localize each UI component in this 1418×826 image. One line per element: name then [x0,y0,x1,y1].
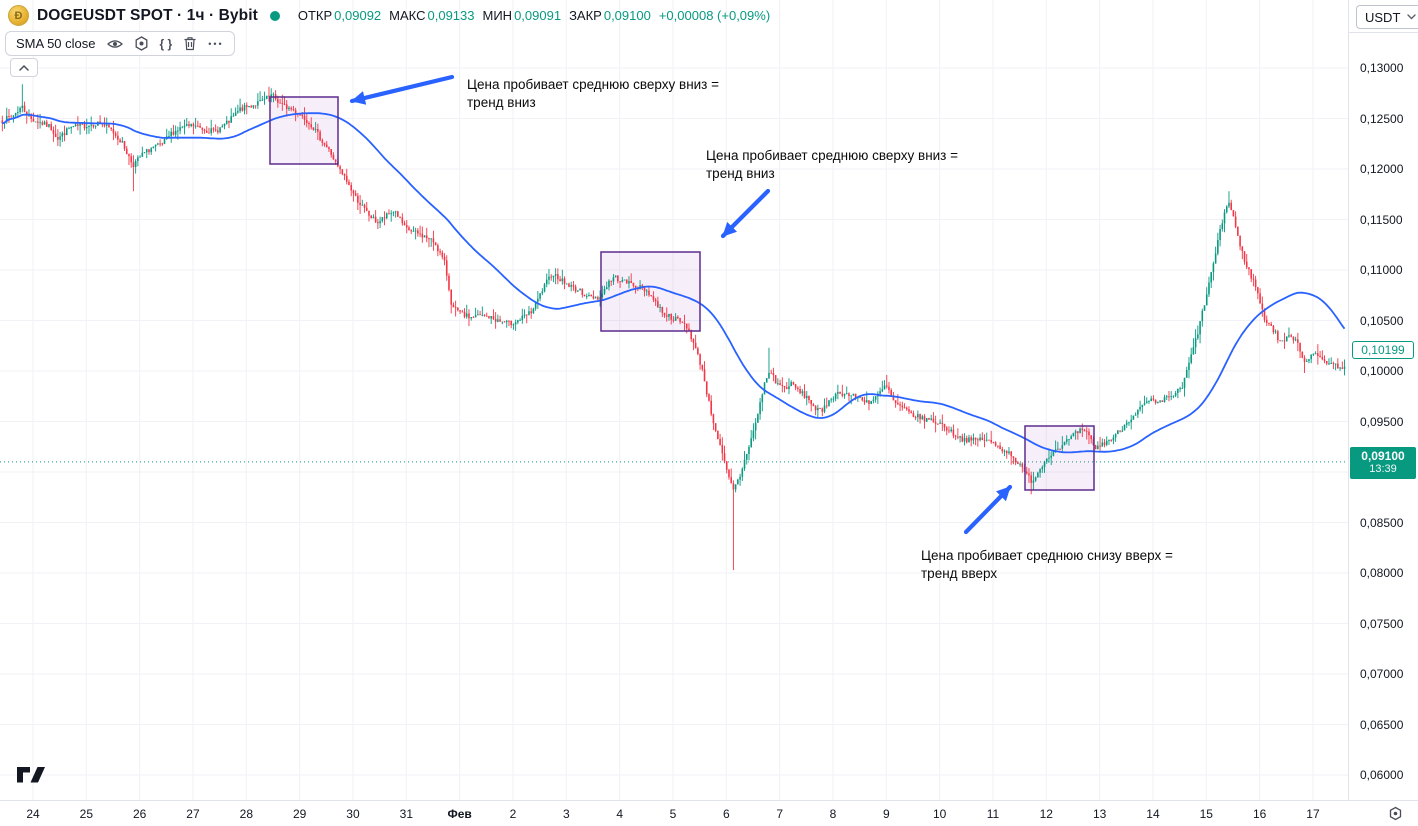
price-axis[interactable]: USDT 0,13000 0,12500 0,12000 0,11500 0,11000… [1348,0,1418,800]
price-axis-label: 0,09500 [1360,414,1404,429]
time-axis-label: 24 [26,807,40,821]
chart-pane[interactable]: Ð DOGEUSDT SPOT · 1ч · Bybit ОТКР 0,09092… [0,0,1348,800]
annotation-text-2: Цена пробивает среднюю сверху вниз = тре… [706,148,959,181]
market-status-dot [269,10,280,21]
highlight-boxes-fill [270,97,1094,490]
currency-label: USDT [1365,9,1401,25]
currency-toggle-button[interactable]: USDT [1356,5,1418,29]
price-axis-label: 0,06000 [1360,768,1404,782]
high-label: МАКС [389,8,426,23]
axis-settings-icon[interactable] [1388,806,1403,826]
tradingview-logo[interactable] [16,765,46,790]
price-axis-label: 0,07000 [1360,667,1404,681]
time-axis-label: 26 [132,807,147,821]
annotation-arrow [349,74,455,105]
eye-icon[interactable] [106,37,123,51]
time-axis-label: 3 [562,807,570,821]
last-price-badge: 0,09100 13:39 [1350,446,1416,480]
time-axis-label: 7 [776,807,783,821]
time-axis-label: 2 [509,807,517,821]
price-axis-label: 0,13000 [1360,61,1404,75]
price-chart-canvas[interactable] [0,0,1348,800]
annotation-arrow [963,484,1013,535]
price-axis-label: 0,08000 [1360,566,1404,580]
time-axis[interactable]: 24 25 26 27 28 29 30 31 Фев 2 3 4 5 6 7 8 9 10 11 12 13 14 15 1… [0,800,1418,826]
low-value: 0,09091 [514,8,562,23]
chevron-down-icon [1407,14,1417,20]
dogecoin-icon: Ð [8,5,29,26]
annotation-arrow [720,188,771,239]
sma-50-line [2,112,1346,454]
time-axis-label: 4 [616,807,623,821]
time-axis-label: 13 [1092,807,1107,821]
time-axis-label: 30 [346,807,360,821]
collapse-legend-button[interactable] [10,58,38,77]
settings-icon[interactable] [134,36,149,51]
time-axis-label: Фев [447,807,472,821]
time-axis-label: 27 [186,807,200,821]
time-axis-label: 16 [1252,807,1267,821]
time-axis-label: 14 [1146,807,1160,821]
open-value: 0,09092 [334,8,382,23]
close-label: ЗАКР [569,8,602,23]
time-axis-label: 12 [1039,807,1053,821]
change-value: +0,00008 (+0,09%) [658,8,771,23]
indicator-legend[interactable]: SMA 50 close { } ••• [5,31,235,56]
time-axis-label: 31 [399,807,414,821]
price-axis-label: 0,07500 [1360,616,1404,631]
time-axis-label: 5 [669,807,677,821]
time-axis-label: 10 [932,807,947,821]
last-price-value: 0,09100 [1361,448,1405,463]
time-axis-label: 28 [239,807,254,821]
low-label: МИН [482,8,513,23]
close-value: 0,09100 [603,8,651,23]
price-axis-label: 0,12500 [1360,111,1404,126]
delete-icon[interactable] [183,36,197,51]
ohlc-values: ОТКР 0,09092 МАКС 0,09133 МИН 0,09091 ЗАКР 0… [290,8,770,23]
more-options-icon[interactable]: ••• [208,38,224,49]
sma-value-label: 0,10199 [1352,340,1414,359]
price-axis-label: 0,11500 [1360,212,1403,227]
time-axis-label: 9 [882,807,890,821]
price-axis-label: 0,11000 [1360,263,1403,277]
indicator-title[interactable]: SMA 50 close [16,36,96,51]
price-axis-label: 0,12000 [1360,162,1404,176]
price-axis-label: 0,06500 [1360,717,1404,732]
axis-divider [1349,32,1418,33]
last-price-time: 13:39 [1369,463,1397,476]
price-axis-label: 0,08500 [1360,515,1404,530]
highlight-boxes-border [269,96,1095,491]
annotation-text-1: Цена пробивает среднюю сверху вниз = тре… [467,77,720,110]
symbol-title[interactable]: DOGEUSDT SPOT · 1ч · Bybit [37,6,258,24]
time-axis-label: 29 [292,807,307,821]
symbol-legend[interactable]: Ð DOGEUSDT SPOT · 1ч · Bybit ОТКР 0,09092… [8,5,770,26]
chevron-up-icon [19,64,29,71]
source-code-icon[interactable]: { } [159,36,173,51]
time-axis-label: 15 [1199,807,1213,821]
price-axis-label: 0,10000 [1360,364,1404,378]
time-axis-label: 6 [722,807,730,821]
time-axis-label: 8 [829,807,837,821]
time-axis-label: 25 [79,807,94,821]
time-axis-label: 11 [986,807,1000,821]
time-axis-label: 17 [1306,807,1320,821]
high-value: 0,09133 [427,8,475,23]
grid-layer [0,0,1348,800]
price-axis-label: 0,10500 [1360,313,1404,328]
open-label: ОТКР [297,8,333,23]
annotation-text-3: Цена пробивает среднюю снизу вверх = тре… [921,548,1173,581]
